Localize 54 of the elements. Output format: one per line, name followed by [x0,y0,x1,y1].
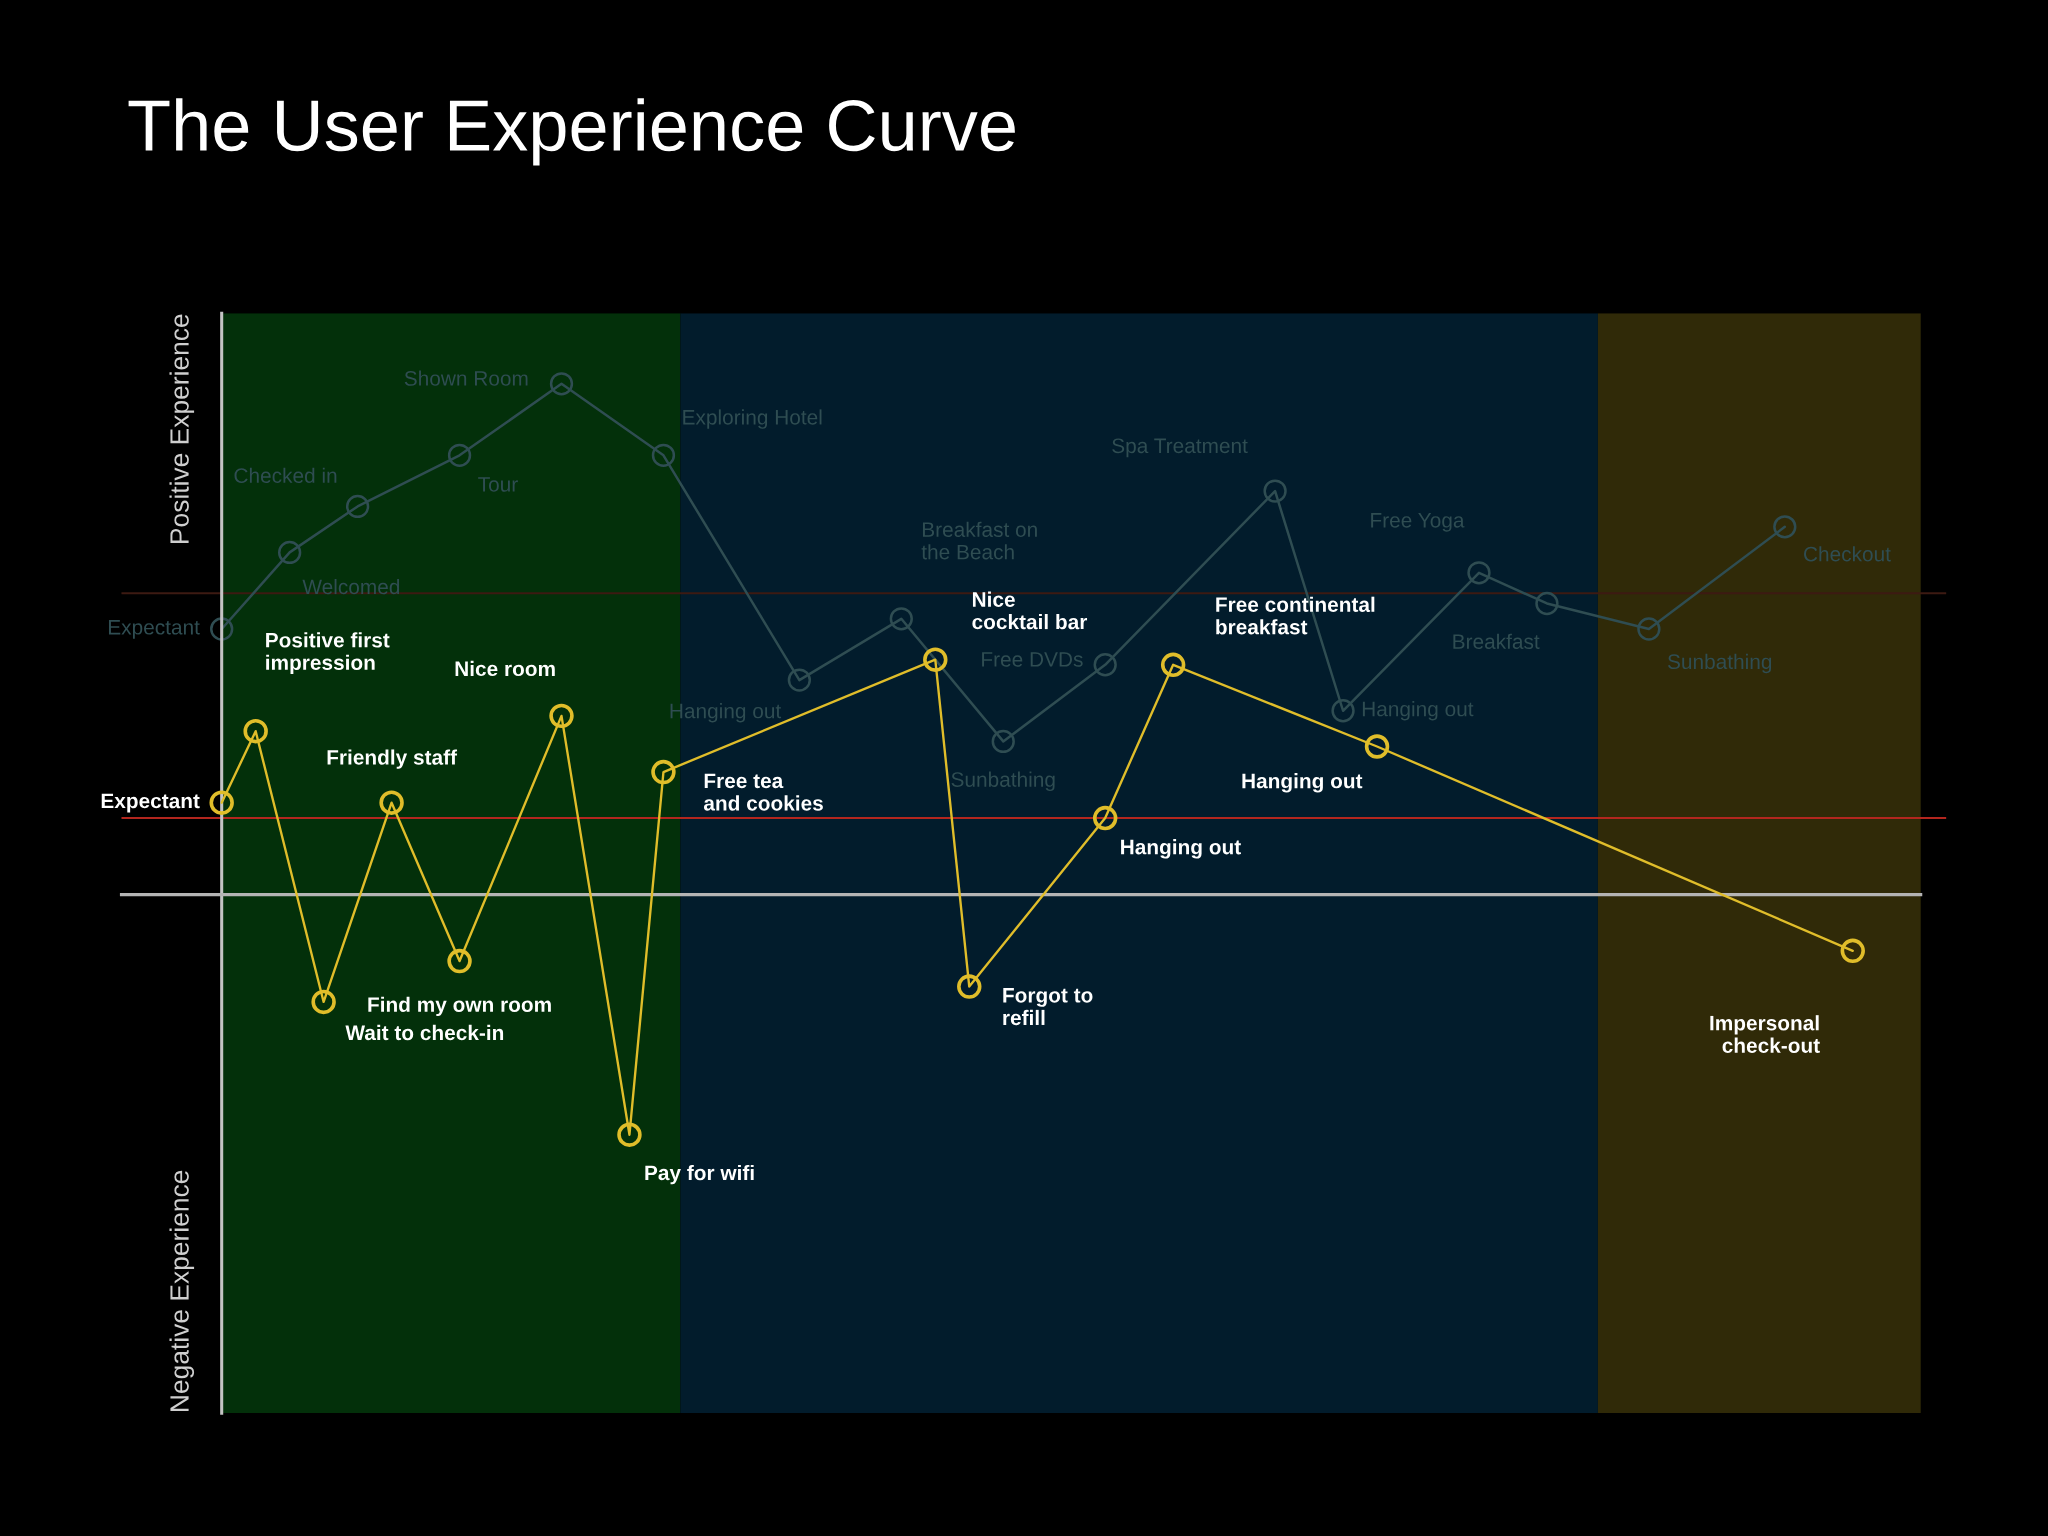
point [957,974,982,999]
annotation: Impersonal check-out [1710,1015,1820,1053]
point [379,790,404,815]
text: Expectant [101,793,200,813]
annotation: Checked in [234,467,337,483]
point [923,647,948,672]
point [1093,653,1117,677]
annotation: Positive first impression [266,632,390,675]
annotation: Nice cocktail bar [972,591,1088,630]
point [1637,617,1661,641]
point [549,372,574,396]
annotation: Friendly staff [327,749,458,769]
point [549,703,574,729]
point [1160,652,1186,678]
text: Negative Experience [169,1170,195,1411]
point [617,1122,642,1147]
annotation: Hanging out [1242,773,1363,793]
point [1773,515,1797,539]
point [447,443,472,468]
text: Pay for wifi [645,1164,754,1185]
point [1364,734,1390,759]
point [1840,938,1865,964]
text: Positive Experience [169,314,195,543]
annotation: Hanging out [1121,839,1241,859]
point [345,494,370,519]
point [209,790,234,815]
annotation: Tour [478,477,518,492]
point [447,948,472,974]
point [277,540,302,565]
point [243,718,268,744]
annotation: Welcomed [302,578,400,595]
annotation: Free continental breakfast [1216,596,1375,635]
annotation: Checkout [1804,546,1891,562]
annotation: Sunbathing [1667,653,1772,674]
point [210,617,234,641]
point [787,668,812,692]
point [991,729,1015,754]
annotation: Forgot to refill [1003,988,1093,1026]
annotation: Find my own room [368,996,551,1017]
annotation: Nice room [455,660,555,677]
point [651,759,676,785]
point [1467,561,1491,585]
annotation: Wait to check-in [345,1024,504,1041]
point [1263,479,1287,503]
text: Expectant [108,620,200,639]
point [889,607,913,631]
point [1092,805,1118,831]
point [311,989,336,1015]
point [651,443,676,468]
point [1535,591,1559,616]
annotation: Shown Room [404,370,528,386]
point [1331,699,1355,723]
chart-title: The User Experience Curve [128,98,1015,166]
annotation: Free tea and cookies [703,773,823,811]
